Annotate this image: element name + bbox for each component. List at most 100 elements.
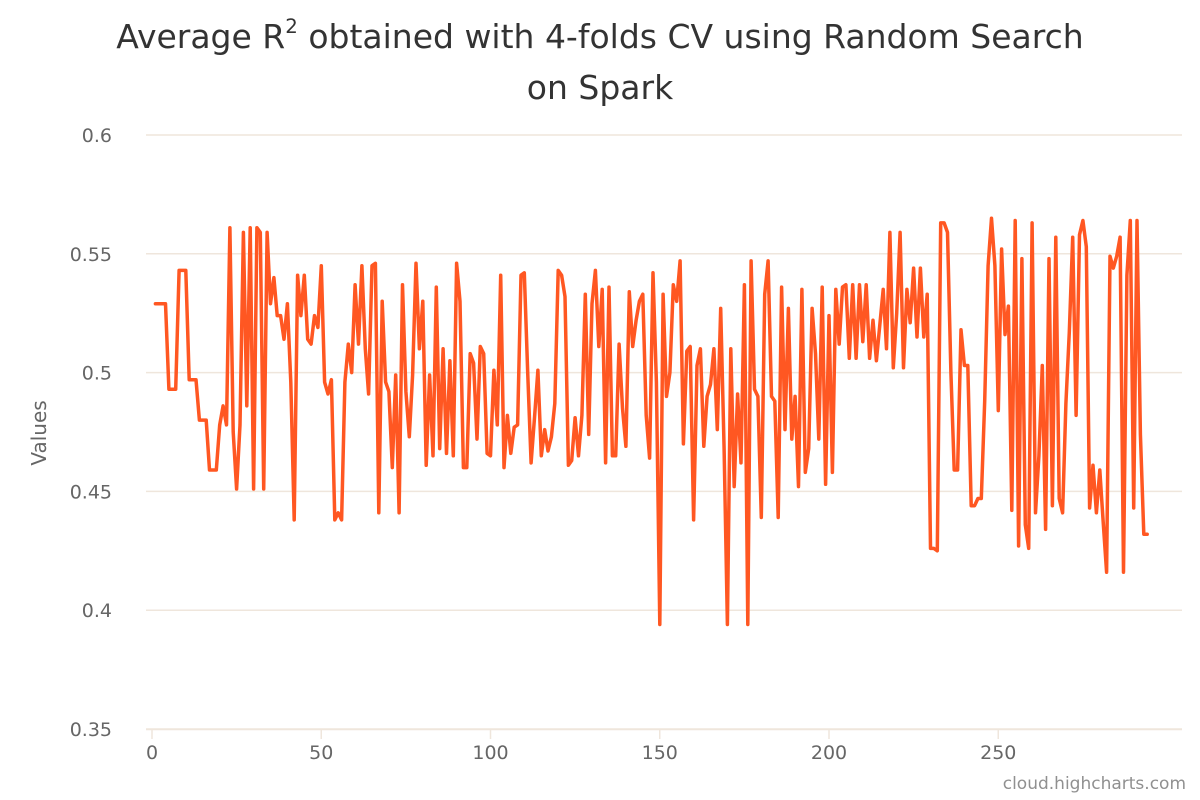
data-point[interactable] (507, 449, 515, 457)
data-point[interactable] (744, 621, 752, 629)
data-point[interactable] (1092, 509, 1100, 517)
data-point[interactable] (463, 464, 471, 472)
data-point[interactable] (815, 435, 823, 443)
data-point[interactable] (226, 224, 234, 232)
data-point[interactable] (659, 290, 667, 298)
data-point[interactable] (334, 509, 342, 517)
data-point[interactable] (388, 464, 396, 472)
data-point[interactable] (717, 304, 725, 312)
data-point[interactable] (493, 421, 501, 429)
data-point[interactable] (307, 340, 315, 348)
data-point[interactable] (771, 397, 779, 405)
data-point[interactable] (866, 354, 874, 362)
data-point[interactable] (778, 283, 786, 291)
data-point[interactable] (270, 274, 278, 282)
data-point[interactable] (707, 381, 715, 389)
data-point[interactable] (751, 385, 759, 393)
data-point[interactable] (940, 219, 948, 227)
data-point[interactable] (382, 378, 390, 386)
data-point[interactable] (551, 400, 559, 408)
data-point[interactable] (358, 262, 366, 270)
data-point[interactable] (1035, 452, 1043, 460)
data-point[interactable] (256, 228, 264, 236)
data-point[interactable] (338, 516, 346, 524)
data-point[interactable] (537, 452, 545, 460)
data-point[interactable] (578, 411, 586, 419)
data-point[interactable] (490, 366, 498, 374)
data-point[interactable] (734, 390, 742, 398)
data-point[interactable] (236, 421, 244, 429)
data-point[interactable] (402, 388, 410, 396)
data-point[interactable] (341, 378, 349, 386)
data-point[interactable] (480, 350, 488, 358)
data-point[interactable] (747, 257, 755, 265)
data-point[interactable] (639, 290, 647, 298)
data-point[interactable] (818, 283, 826, 291)
data-point[interactable] (561, 293, 569, 301)
data-point[interactable] (998, 245, 1006, 253)
data-point[interactable] (727, 345, 735, 353)
data-point[interactable] (280, 335, 288, 343)
data-point[interactable] (1130, 504, 1138, 512)
data-point[interactable] (622, 442, 630, 450)
data-point[interactable] (1045, 255, 1053, 263)
data-point[interactable] (646, 454, 654, 462)
data-point[interactable] (317, 262, 325, 270)
data-point[interactable] (1133, 217, 1141, 225)
data-point[interactable] (300, 271, 308, 279)
data-point[interactable] (365, 390, 373, 398)
data-point[interactable] (558, 271, 566, 279)
data-point[interactable] (385, 388, 393, 396)
data-point[interactable] (788, 435, 796, 443)
data-point[interactable] (277, 312, 285, 320)
data-point[interactable] (869, 316, 877, 324)
credits-link[interactable]: cloud.highcharts.com (1002, 774, 1186, 794)
data-point[interactable] (1079, 217, 1087, 225)
data-point[interactable] (605, 283, 613, 291)
data-point[interactable] (666, 369, 674, 377)
data-point[interactable] (933, 547, 941, 555)
data-point[interactable] (730, 483, 738, 491)
data-point[interactable] (693, 362, 701, 370)
data-point[interactable] (1055, 495, 1063, 503)
data-point[interactable] (703, 392, 711, 400)
data-point[interactable] (720, 445, 728, 453)
data-point[interactable] (774, 514, 782, 522)
data-point[interactable] (812, 350, 820, 358)
data-point[interactable] (1001, 331, 1009, 339)
data-point[interactable] (652, 378, 660, 386)
data-point[interactable] (449, 452, 457, 460)
data-point[interactable] (470, 359, 478, 367)
data-point[interactable] (331, 516, 339, 524)
data-point[interactable] (964, 362, 972, 370)
data-point[interactable] (642, 411, 650, 419)
data-point[interactable] (229, 428, 237, 436)
data-point[interactable] (267, 300, 275, 308)
data-point[interactable] (409, 371, 417, 379)
data-point[interactable] (1042, 525, 1050, 533)
data-point[interactable] (419, 297, 427, 305)
data-point[interactable] (663, 392, 671, 400)
data-point[interactable] (954, 466, 962, 474)
data-point[interactable] (1021, 521, 1029, 529)
data-point[interactable] (192, 376, 200, 384)
data-point[interactable] (710, 345, 718, 353)
data-point[interactable] (619, 404, 627, 412)
data-point[interactable] (612, 452, 620, 460)
data-point[interactable] (944, 228, 952, 236)
data-point[interactable] (862, 281, 870, 289)
data-point[interactable] (1109, 264, 1117, 272)
data-point[interactable] (1082, 243, 1090, 251)
data-point[interactable] (690, 516, 698, 524)
data-point[interactable] (446, 357, 454, 365)
data-point[interactable] (801, 468, 809, 476)
data-point[interactable] (761, 290, 769, 298)
data-point[interactable] (1113, 252, 1121, 260)
data-point[interactable] (355, 340, 363, 348)
data-point[interactable] (1143, 530, 1151, 538)
data-point[interactable] (798, 285, 806, 293)
data-point[interactable] (544, 447, 552, 455)
data-point[interactable] (971, 502, 979, 510)
data-point[interactable] (916, 264, 924, 272)
data-point[interactable] (1048, 502, 1056, 510)
